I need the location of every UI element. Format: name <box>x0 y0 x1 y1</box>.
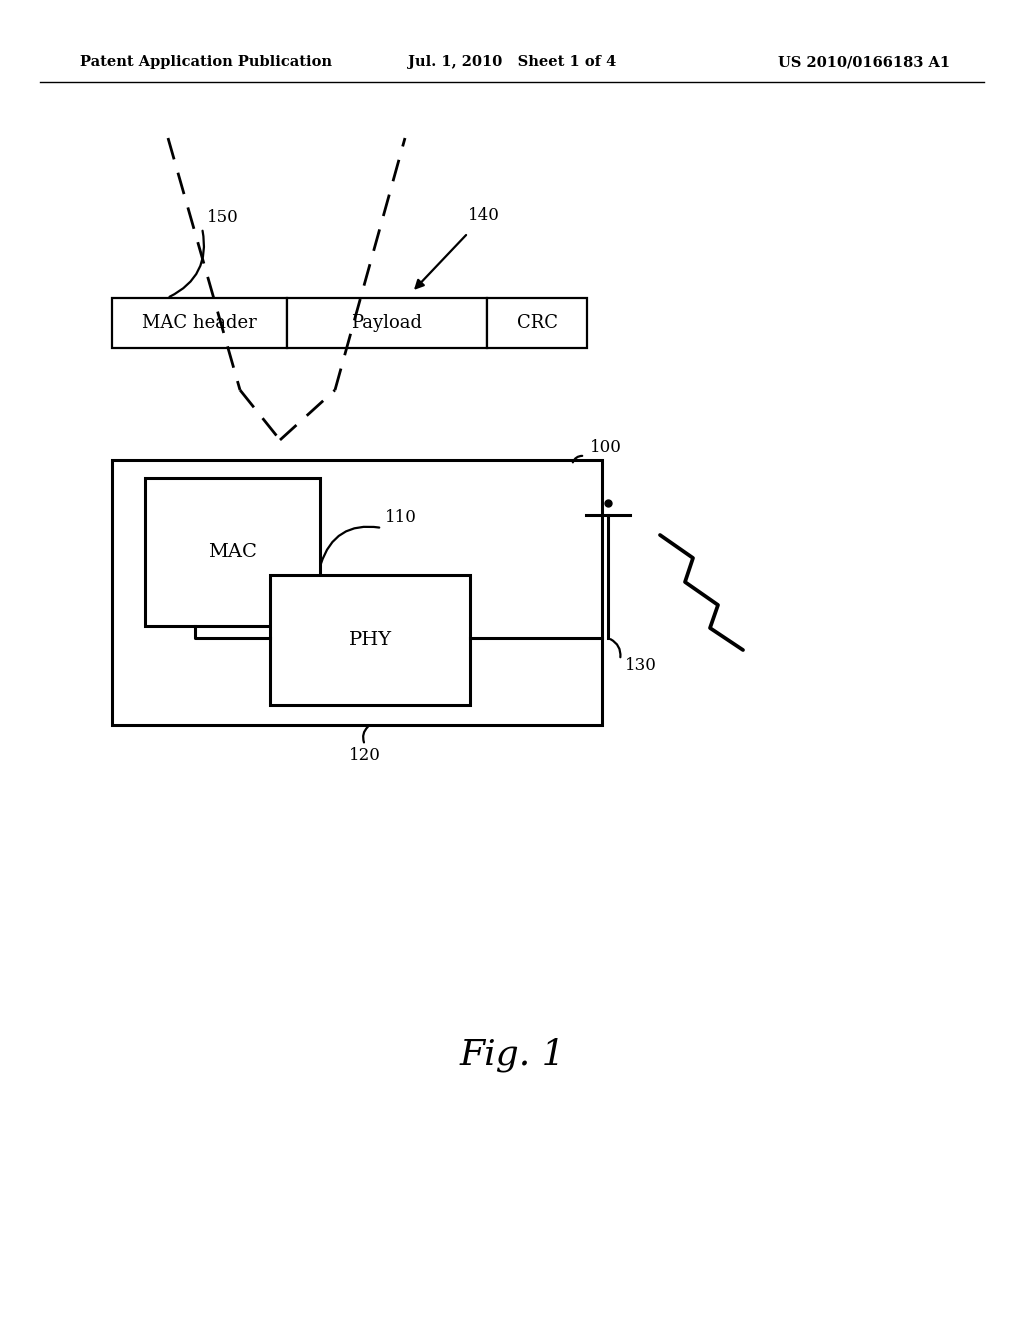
Bar <box>487 298 587 348</box>
Bar <box>112 298 287 348</box>
Text: 150: 150 <box>207 210 239 227</box>
Text: 120: 120 <box>349 747 381 763</box>
Text: US 2010/0166183 A1: US 2010/0166183 A1 <box>778 55 950 69</box>
Bar <box>287 298 487 348</box>
Text: Jul. 1, 2010   Sheet 1 of 4: Jul. 1, 2010 Sheet 1 of 4 <box>408 55 616 69</box>
Bar <box>270 576 470 705</box>
Text: 140: 140 <box>468 206 500 223</box>
Text: 100: 100 <box>590 440 622 457</box>
Text: 110: 110 <box>385 510 417 527</box>
Text: MAC: MAC <box>208 543 257 561</box>
Bar <box>112 459 602 725</box>
Bar <box>145 478 319 626</box>
Text: Fig. 1: Fig. 1 <box>459 1038 565 1072</box>
Text: 130: 130 <box>625 656 656 673</box>
Text: MAC header: MAC header <box>142 314 257 333</box>
Text: PHY: PHY <box>348 631 391 649</box>
Text: Patent Application Publication: Patent Application Publication <box>80 55 332 69</box>
Text: CRC: CRC <box>516 314 557 333</box>
Text: Payload: Payload <box>351 314 423 333</box>
